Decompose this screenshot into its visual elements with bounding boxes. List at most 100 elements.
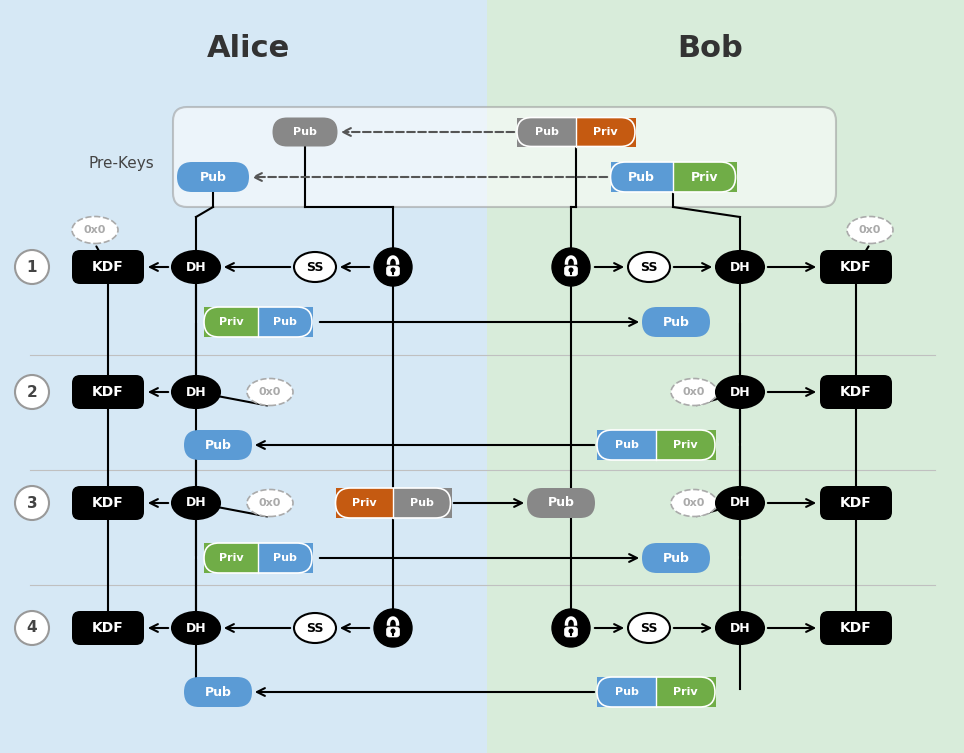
Text: DH: DH bbox=[730, 621, 750, 635]
Circle shape bbox=[374, 609, 412, 647]
Wedge shape bbox=[685, 430, 701, 460]
Text: DH: DH bbox=[730, 386, 750, 398]
FancyBboxPatch shape bbox=[642, 543, 710, 573]
Circle shape bbox=[374, 248, 412, 286]
Ellipse shape bbox=[172, 487, 220, 519]
Text: KDF: KDF bbox=[93, 385, 124, 399]
Text: 0x0: 0x0 bbox=[84, 225, 106, 235]
Text: Pub: Pub bbox=[410, 498, 434, 508]
Wedge shape bbox=[216, 307, 231, 337]
Text: Pub: Pub bbox=[200, 170, 227, 184]
Text: KDF: KDF bbox=[840, 260, 871, 274]
Text: Pub: Pub bbox=[535, 127, 558, 137]
Text: 2: 2 bbox=[27, 385, 38, 400]
Circle shape bbox=[15, 611, 49, 645]
Text: KDF: KDF bbox=[840, 621, 871, 635]
Bar bbox=[597, 430, 657, 460]
Text: Pub: Pub bbox=[273, 317, 297, 327]
FancyBboxPatch shape bbox=[820, 375, 892, 409]
Text: Pub: Pub bbox=[615, 440, 638, 450]
Wedge shape bbox=[422, 488, 437, 518]
Text: DH: DH bbox=[186, 386, 206, 398]
Text: KDF: KDF bbox=[840, 496, 871, 510]
Bar bbox=[656, 430, 716, 460]
FancyBboxPatch shape bbox=[820, 611, 892, 645]
Text: 4: 4 bbox=[27, 620, 38, 636]
Text: 0x0: 0x0 bbox=[859, 225, 881, 235]
Circle shape bbox=[552, 609, 590, 647]
Bar bbox=[487, 0, 964, 753]
Bar bbox=[335, 488, 394, 518]
Text: 3: 3 bbox=[27, 495, 38, 511]
Bar bbox=[393, 488, 451, 518]
FancyBboxPatch shape bbox=[72, 250, 144, 284]
FancyBboxPatch shape bbox=[387, 627, 399, 637]
FancyBboxPatch shape bbox=[72, 486, 144, 520]
Text: DH: DH bbox=[186, 496, 206, 510]
FancyBboxPatch shape bbox=[820, 486, 892, 520]
Bar bbox=[0, 0, 487, 753]
Text: 0x0: 0x0 bbox=[683, 387, 706, 397]
FancyBboxPatch shape bbox=[184, 430, 252, 460]
Ellipse shape bbox=[172, 376, 220, 408]
Bar bbox=[656, 677, 716, 707]
Ellipse shape bbox=[671, 489, 717, 517]
FancyBboxPatch shape bbox=[565, 627, 577, 637]
FancyBboxPatch shape bbox=[642, 307, 710, 337]
Wedge shape bbox=[285, 307, 300, 337]
Text: Priv: Priv bbox=[593, 127, 618, 137]
Text: Priv: Priv bbox=[673, 440, 698, 450]
Circle shape bbox=[15, 250, 49, 284]
Ellipse shape bbox=[628, 252, 670, 282]
Wedge shape bbox=[627, 162, 642, 192]
Text: Pub: Pub bbox=[662, 316, 689, 328]
FancyBboxPatch shape bbox=[177, 162, 249, 192]
Ellipse shape bbox=[72, 217, 118, 243]
Text: Pub: Pub bbox=[204, 438, 231, 452]
Wedge shape bbox=[611, 430, 627, 460]
Text: Priv: Priv bbox=[219, 317, 243, 327]
Text: KDF: KDF bbox=[93, 260, 124, 274]
Bar bbox=[258, 307, 313, 337]
Text: 0x0: 0x0 bbox=[258, 387, 281, 397]
Wedge shape bbox=[349, 488, 364, 518]
Ellipse shape bbox=[294, 252, 336, 282]
Text: SS: SS bbox=[640, 621, 657, 635]
Circle shape bbox=[569, 267, 574, 273]
Ellipse shape bbox=[847, 217, 893, 243]
Text: SS: SS bbox=[307, 621, 324, 635]
Ellipse shape bbox=[716, 612, 764, 644]
Bar bbox=[673, 162, 736, 192]
Text: Pub: Pub bbox=[293, 127, 317, 137]
Text: DH: DH bbox=[730, 496, 750, 510]
FancyBboxPatch shape bbox=[184, 677, 252, 707]
Circle shape bbox=[15, 375, 49, 409]
Text: SS: SS bbox=[640, 261, 657, 273]
Circle shape bbox=[390, 629, 395, 633]
Text: SS: SS bbox=[307, 261, 324, 273]
Text: DH: DH bbox=[186, 621, 206, 635]
Bar bbox=[597, 677, 657, 707]
Bar bbox=[204, 543, 259, 573]
Circle shape bbox=[552, 248, 590, 286]
Text: 0x0: 0x0 bbox=[258, 498, 281, 508]
Wedge shape bbox=[605, 117, 620, 147]
Text: Pre-Keys: Pre-Keys bbox=[88, 156, 153, 170]
Text: Pub: Pub bbox=[548, 496, 575, 510]
Ellipse shape bbox=[716, 376, 764, 408]
FancyBboxPatch shape bbox=[565, 266, 577, 276]
Text: Priv: Priv bbox=[219, 553, 243, 563]
Text: Pub: Pub bbox=[273, 553, 297, 563]
Wedge shape bbox=[285, 543, 300, 573]
Bar bbox=[517, 117, 577, 147]
FancyBboxPatch shape bbox=[72, 375, 144, 409]
FancyBboxPatch shape bbox=[387, 266, 399, 276]
Text: Priv: Priv bbox=[352, 498, 377, 508]
Text: 0x0: 0x0 bbox=[683, 498, 706, 508]
Wedge shape bbox=[611, 677, 627, 707]
Text: Pub: Pub bbox=[629, 170, 656, 184]
Bar bbox=[204, 307, 259, 337]
Ellipse shape bbox=[294, 613, 336, 643]
Ellipse shape bbox=[716, 487, 764, 519]
Text: 1: 1 bbox=[27, 260, 38, 275]
